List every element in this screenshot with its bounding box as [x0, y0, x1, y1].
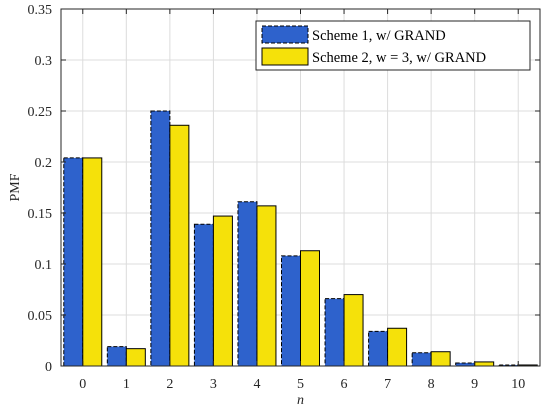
- bar-scheme-1-n7: [368, 330, 389, 367]
- bar-scheme-2-n1: [125, 348, 146, 367]
- bar-scheme-2-n3: [212, 215, 233, 367]
- x-tick-label: 9: [471, 377, 478, 392]
- x-tick-label: 2: [166, 377, 173, 392]
- bar-scheme-1-n6: [324, 298, 345, 367]
- x-tick-label: 3: [210, 377, 217, 392]
- x-tick-label: 4: [253, 377, 260, 392]
- bar-scheme-2-n9: [474, 361, 495, 367]
- x-tick-label: 7: [384, 377, 391, 392]
- y-tick-label: 0.05: [28, 309, 53, 324]
- legend-swatch-scheme-2: [261, 47, 309, 66]
- x-tick-label: 1: [123, 377, 130, 392]
- bar-scheme-2-n7: [387, 327, 408, 367]
- bar-scheme-1-n3: [193, 223, 214, 367]
- bar-scheme-2-n2: [169, 124, 190, 367]
- y-tick-label: 0.15: [28, 207, 53, 222]
- bar-scheme-1-n5: [281, 255, 301, 367]
- y-tick-label: 0.25: [28, 105, 53, 120]
- x-tick-label: 5: [297, 377, 304, 392]
- y-tick-label: 0.2: [35, 156, 53, 171]
- bar-scheme-2-n4: [256, 205, 277, 367]
- y-tick-labels: 0 0.05 0.1 0.15 0.2 0.25 0.3 0.35: [28, 3, 540, 375]
- bar-scheme-1-n2: [150, 110, 171, 367]
- bars: [63, 110, 538, 367]
- bar-scheme-1-n8: [411, 352, 432, 367]
- bar-scheme-1-n1: [106, 346, 127, 367]
- x-tick-labels: 0 1 2 3 4 5 6 7 8 9 10: [79, 9, 525, 392]
- legend-label-scheme-1: Scheme 1, w/ GRAND: [312, 28, 446, 44]
- x-tick-label: 0: [79, 377, 86, 392]
- legend: Scheme 1, w/ GRAND Scheme 2, w = 3, w/ G…: [255, 20, 531, 71]
- y-tick-label: 0.35: [28, 3, 53, 18]
- x-tick-label: 6: [341, 377, 348, 392]
- x-tick-label: 8: [428, 377, 435, 392]
- bar-scheme-1-n4: [237, 201, 258, 367]
- bar-scheme-2-n0: [82, 157, 103, 367]
- bar-scheme-2-n5: [300, 250, 320, 367]
- bar-scheme-2-n6: [343, 294, 364, 367]
- y-tick-label: 0.1: [35, 258, 53, 273]
- y-tick-label: 0: [45, 360, 52, 375]
- bar-scheme-1-n0: [63, 157, 84, 367]
- y-axis-label: PMF: [8, 173, 23, 201]
- legend-swatch-scheme-1: [261, 25, 309, 44]
- bar-scheme-2-n8: [430, 351, 451, 367]
- x-tick-label: 10: [511, 377, 525, 392]
- x-axis-label: n: [297, 393, 304, 408]
- y-tick-label: 0.3: [35, 54, 53, 69]
- legend-label-scheme-2: Scheme 2, w = 3, w/ GRAND: [312, 50, 486, 66]
